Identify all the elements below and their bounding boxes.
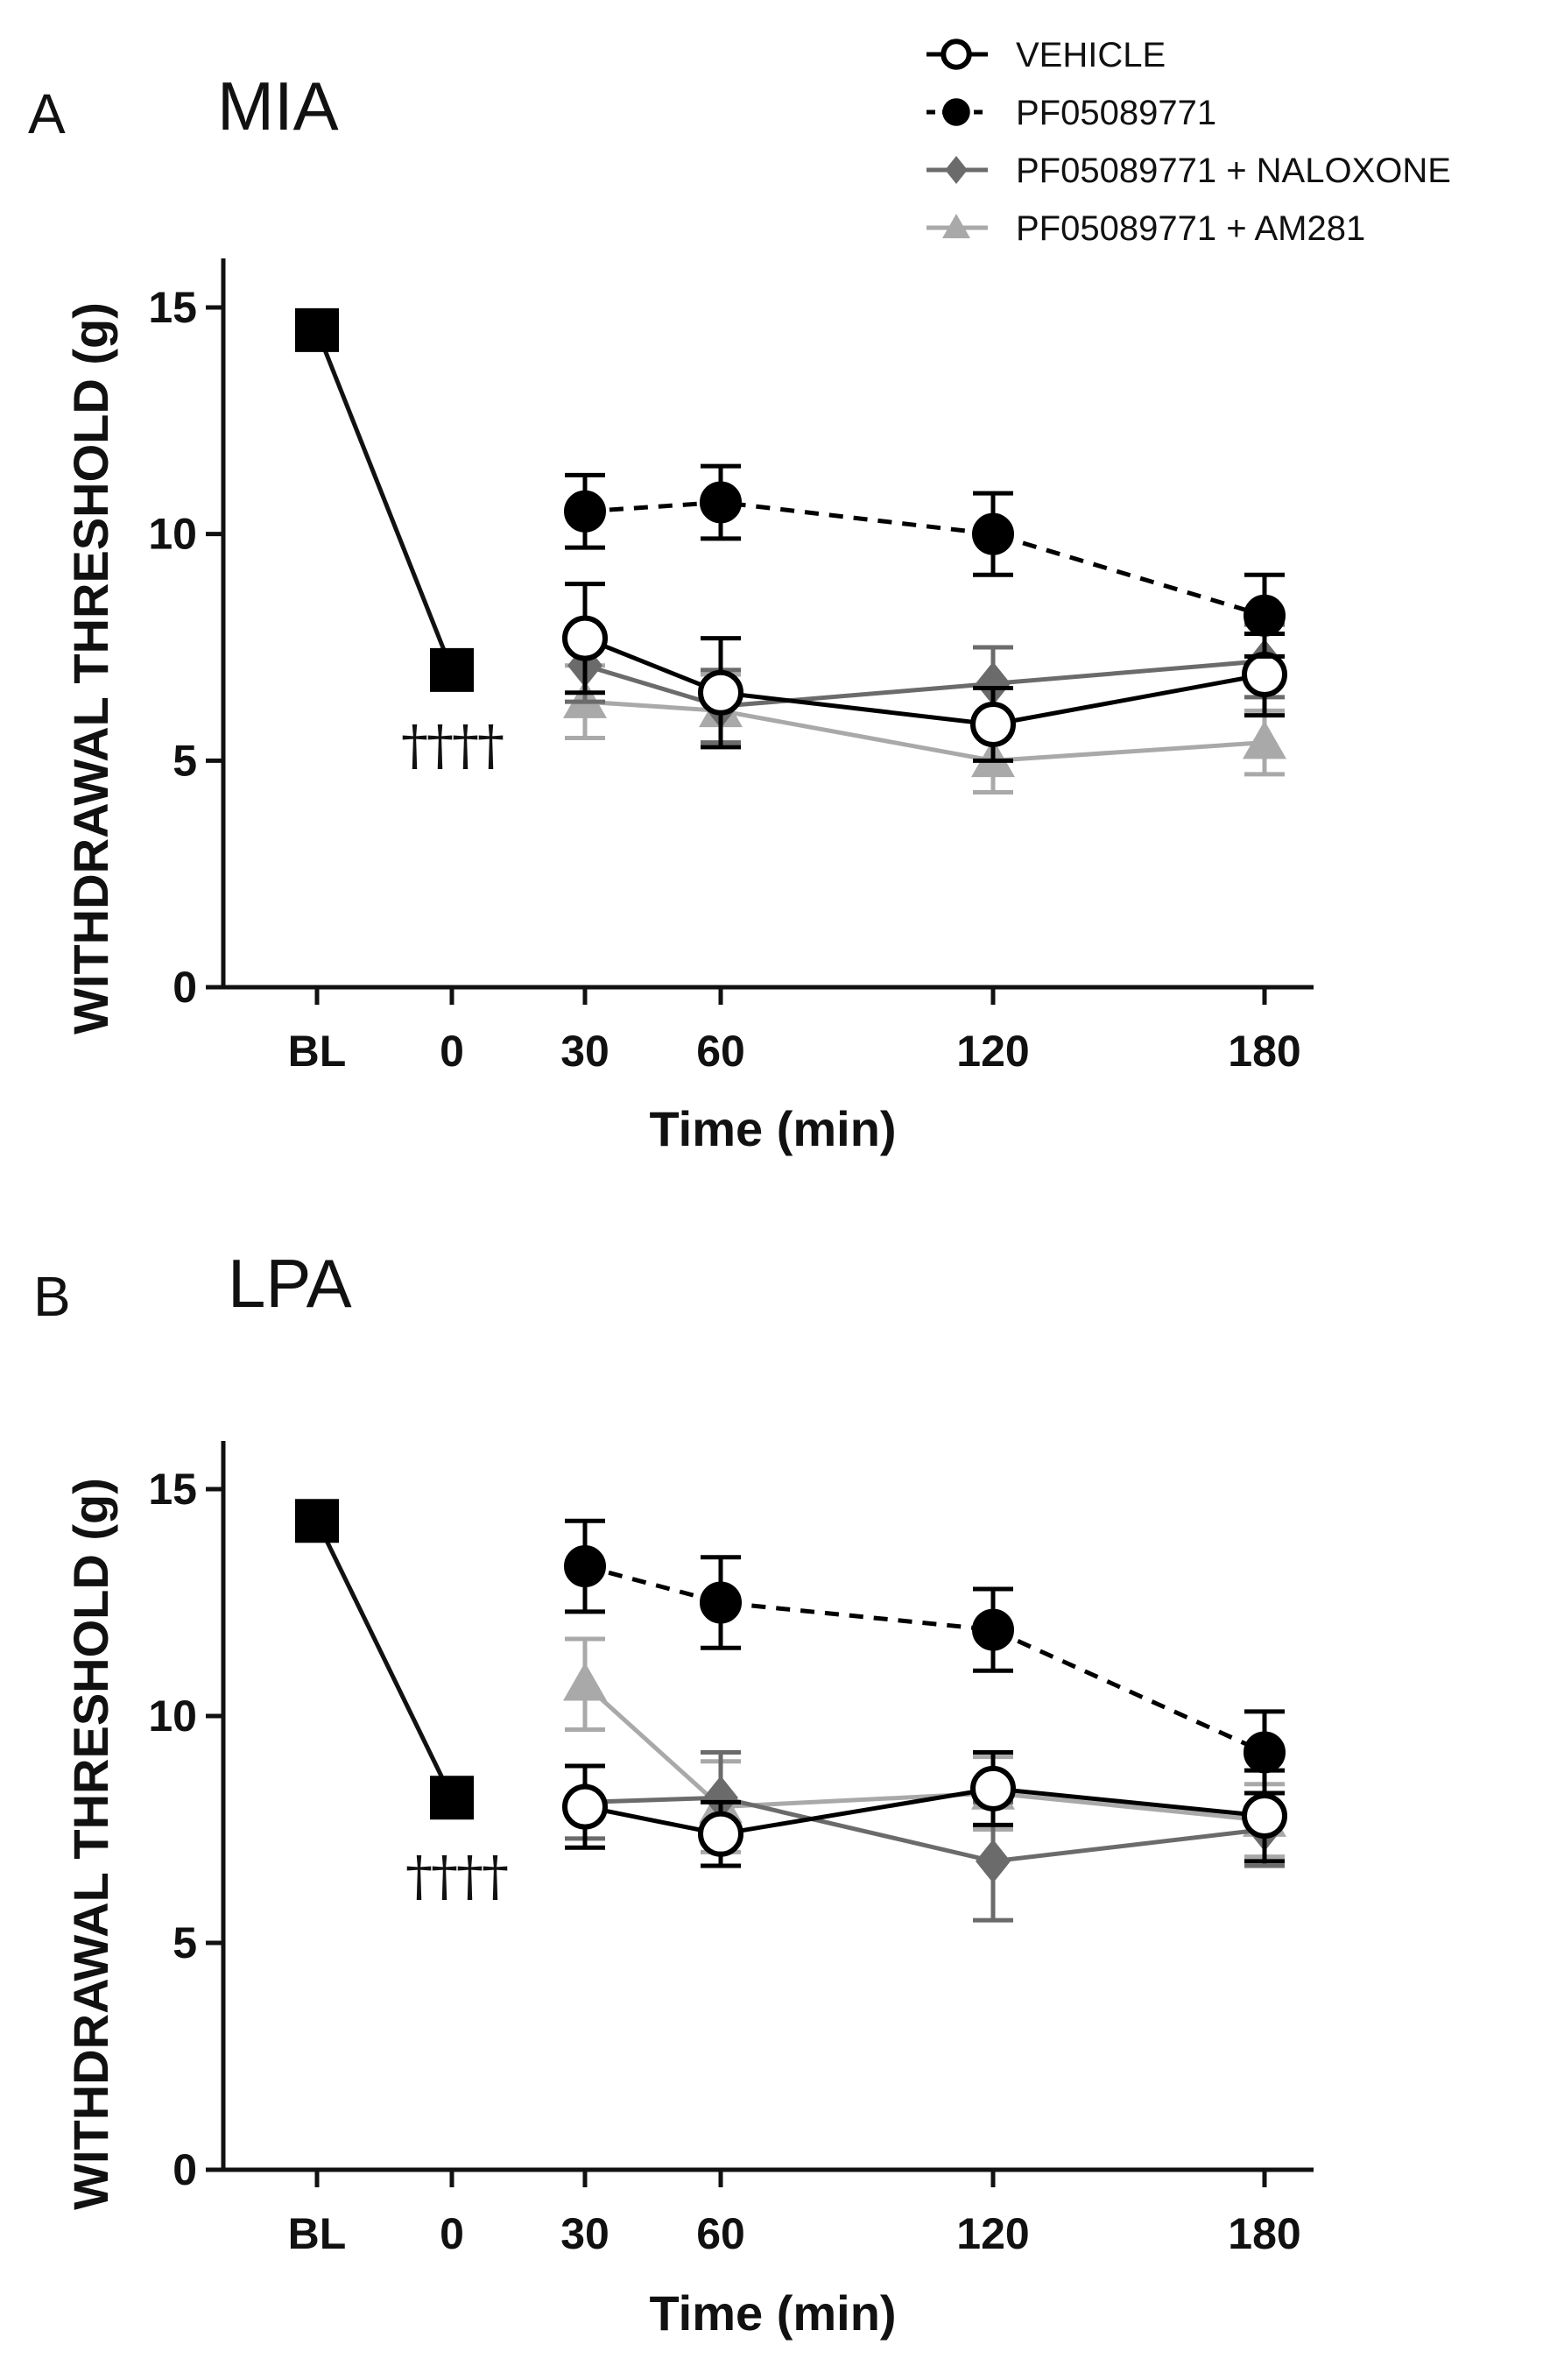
panel-b-vehicle-point-30	[562, 1783, 608, 1830]
panel-b-baseline-point-bl	[295, 1499, 339, 1543]
panel-b-letter: B	[33, 1265, 71, 1328]
panel-a-x-tick-label-60: 60	[696, 1027, 745, 1076]
panel-a-x-axis-label: Time (min)	[649, 1101, 896, 1156]
panel-a-baseline-point-bl	[295, 307, 339, 352]
panel-a-pf05089771-point-180	[1244, 594, 1286, 637]
legend-label-pf05089771-naloxone: PF05089771 + NALOXONE	[1016, 152, 1451, 190]
panel-a-x-tick-label-180: 180	[1228, 1027, 1300, 1076]
panel-b-y-tick-label-5: 5	[173, 1918, 197, 1967]
panel-b-x-tick-label-120: 120	[956, 2209, 1029, 2258]
legend: VEHICLE PF05089771 PF05089771 + NALOXONE PF…	[927, 36, 1451, 248]
panel-b-x-tick-label-0: 0	[440, 2209, 464, 2258]
panel-b-vehicle-point-120	[970, 1765, 1016, 1811]
panel-b-title: LPA	[228, 1245, 352, 1322]
panel-a-y-axis-label: WITHDRAWAL THRESHOLD (g)	[63, 302, 118, 1035]
panel-b-pf05089771-point-180	[1244, 1731, 1286, 1774]
panel-b-pf05089771-naloxone-line	[584, 1795, 1265, 1864]
panel-b-x-tick-label-180: 180	[1228, 2209, 1300, 2258]
panel-a: A MIA 0 5 10 15 BL 0 30 60 120 180 Time (min) WITHD…	[28, 67, 1314, 1156]
panel-b-pf05089771-am281-line	[583, 1682, 1265, 1823]
panel-a-pf05089771-point-120	[972, 512, 1014, 555]
legend-marker-vehicle	[941, 39, 972, 70]
panel-b-y-tick-label-15: 15	[148, 1465, 197, 1514]
panel-b-pf05089771-point-30	[564, 1545, 606, 1588]
panel-a-pf05089771-naloxone-line	[584, 659, 1265, 709]
legend-label-pf05089771-am281: PF05089771 + AM281	[1016, 209, 1365, 248]
panel-b-pf05089771-am281-point-30	[563, 1662, 607, 1701]
panel-a-significance-annotation: ††††	[401, 713, 504, 777]
panel-a-y-tick-label-5: 5	[173, 736, 197, 785]
panel-a-vehicle-point-120	[970, 701, 1016, 747]
panel-b-y-axis-label: WITHDRAWAL THRESHOLD (g)	[63, 1478, 118, 2210]
panel-a-letter: A	[28, 82, 66, 145]
panel-a-y-tick-label-0: 0	[173, 963, 197, 1012]
panel-b-pf05089771-naloxone-point-60	[703, 1776, 738, 1820]
panel-a-x-tick-label-bl: BL	[288, 1027, 347, 1076]
legend-marker-pf05089771-naloxone	[945, 156, 968, 184]
panel-a-pf05089771-line	[584, 499, 1265, 618]
panel-b-vehicle-line	[584, 1786, 1265, 1837]
panel-a-vehicle-point-60	[698, 669, 743, 716]
panel-b-significance-annotation: ††††	[405, 1844, 508, 1908]
panel-a-pf05089771-am281-point-180	[1243, 720, 1286, 759]
panel-a-y-tick-label-10: 10	[148, 510, 197, 559]
panel-b: B LPA 0 5 10 15 BL 0 30 60 120 180 Time (min) WITHD…	[33, 1245, 1314, 2341]
panel-a-baseline-point-0	[430, 647, 474, 692]
panel-a-pf05089771-point-30	[564, 490, 606, 533]
legend-label-vehicle: VEHICLE	[1016, 36, 1166, 74]
panel-a-plot: 0 5 10 15 BL 0 30 60 120 180 Time (min) WITHDRAWAL …	[63, 258, 1314, 1156]
panel-a-pf05089771-point-60	[700, 481, 742, 524]
panel-b-vehicle-point-60	[698, 1811, 743, 1857]
panel-b-pf05089771-point-60	[700, 1581, 742, 1624]
panel-a-vehicle-point-30	[562, 615, 608, 661]
panel-b-plot: 0 5 10 15 BL 0 30 60 120 180 Time (min) WITHDRAWAL …	[63, 1441, 1314, 2341]
panel-a-x-tick-label-0: 0	[440, 1027, 464, 1076]
panel-b-pf05089771-point-120	[972, 1608, 1014, 1651]
panel-b-baseline-line	[314, 1520, 454, 1799]
panel-a-pf05089771-am281-line	[584, 699, 1265, 763]
panel-a-vehicle-point-180	[1242, 652, 1287, 698]
panel-b-x-tick-label-30: 30	[560, 2209, 609, 2258]
panel-b-vehicle-point-180	[1242, 1792, 1287, 1839]
panel-b-x-tick-label-bl: BL	[288, 2209, 347, 2258]
panel-a-vehicle-line	[584, 636, 1265, 727]
legend-marker-pf05089771	[942, 98, 970, 126]
panel-b-y-tick-label-0: 0	[173, 2145, 197, 2194]
panel-b-pf05089771-line	[584, 1564, 1266, 1755]
panel-b-baseline-point-0	[430, 1776, 474, 1820]
panel-a-x-tick-label-30: 30	[560, 1027, 609, 1076]
panel-a-x-tick-label-120: 120	[956, 1027, 1029, 1076]
legend-label-pf05089771: PF05089771	[1016, 94, 1216, 132]
panel-a-y-tick-label-15: 15	[148, 283, 197, 332]
panel-b-x-tick-label-60: 60	[696, 2209, 745, 2258]
panel-b-pf05089771-naloxone-point-120	[976, 1839, 1011, 1883]
panel-b-y-tick-label-10: 10	[148, 1691, 197, 1741]
panel-a-title: MIA	[217, 67, 339, 145]
panel-a-baseline-line	[314, 328, 454, 671]
panel-b-x-axis-label: Time (min)	[649, 2285, 896, 2341]
panel-a-pf05089771-naloxone-point-120	[976, 661, 1011, 706]
legend-marker-pf05089771-am281	[942, 214, 970, 238]
